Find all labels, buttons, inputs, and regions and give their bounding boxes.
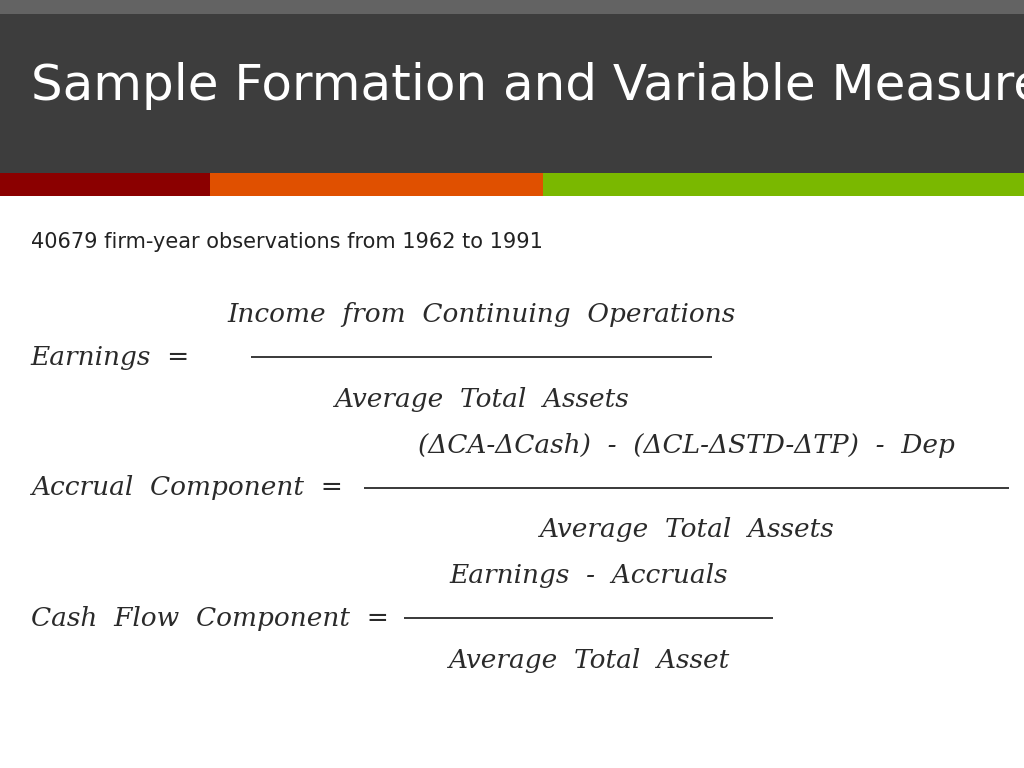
Bar <box>543 173 1024 196</box>
Bar <box>0 0 1024 14</box>
Bar <box>210 173 543 196</box>
Text: 40679 firm-year observations from 1962 to 1991: 40679 firm-year observations from 1962 t… <box>31 232 543 252</box>
Text: Average  Total  Asset: Average Total Asset <box>449 648 729 673</box>
Text: Cash  Flow  Component  =: Cash Flow Component = <box>31 606 388 631</box>
Bar <box>0 0 1024 196</box>
Text: Income  from  Continuing  Operations: Income from Continuing Operations <box>227 303 735 327</box>
Bar <box>0 173 210 196</box>
Text: Sample Formation and Variable Measurement: Sample Formation and Variable Measuremen… <box>31 62 1024 111</box>
Text: Earnings  =: Earnings = <box>31 345 190 369</box>
Text: (ΔCA-ΔCash)  -  (ΔCL-ΔSTD-ΔTP)  -  Dep: (ΔCA-ΔCash) - (ΔCL-ΔSTD-ΔTP) - Dep <box>418 433 954 458</box>
Text: Average  Total  Assets: Average Total Assets <box>539 518 834 542</box>
Text: Accrual  Component  =: Accrual Component = <box>31 475 343 500</box>
Text: Earnings  -  Accruals: Earnings - Accruals <box>450 564 728 588</box>
Text: Average  Total  Assets: Average Total Assets <box>334 387 629 412</box>
